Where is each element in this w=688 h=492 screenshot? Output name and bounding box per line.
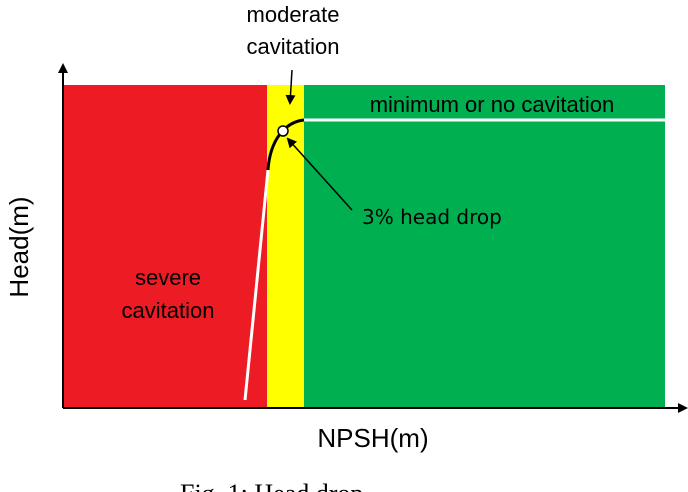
region-label: cavitation: [122, 298, 215, 323]
annotation: 3% head drop: [362, 205, 502, 229]
drop-arrow: [286, 137, 353, 211]
x-axis-label: NPSH(m): [317, 423, 428, 453]
minimum-region: [304, 85, 665, 408]
severe-region: [63, 85, 267, 408]
moderate-arrow: [285, 69, 296, 105]
region-label: minimum or no cavitation: [370, 92, 615, 117]
region-label: cavitation: [247, 34, 340, 59]
drop-point: [277, 125, 289, 137]
region-label: moderate: [247, 2, 340, 27]
y-axis-label: Head(m): [4, 196, 34, 297]
region-label: severe: [135, 265, 201, 290]
caption: Fig. 1: Head drop: [180, 479, 363, 492]
moderate-region: [267, 85, 304, 408]
head-drop-curve: [243, 169, 270, 401]
